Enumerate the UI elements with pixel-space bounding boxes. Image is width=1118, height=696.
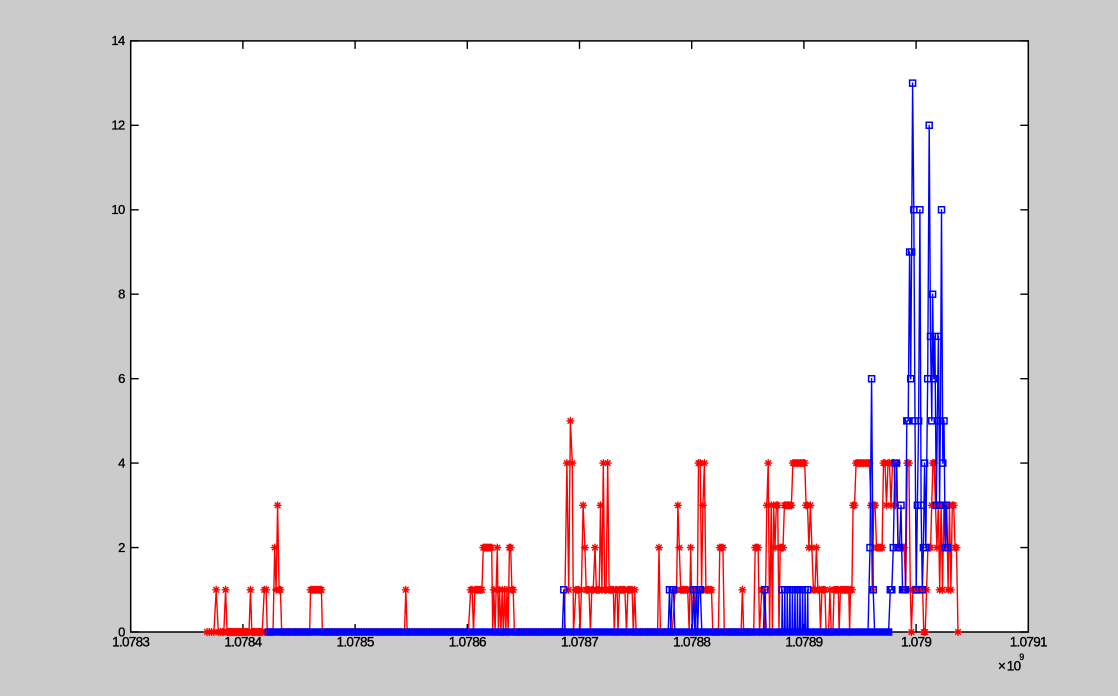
svg-text:14: 14 xyxy=(111,33,125,48)
svg-text:10: 10 xyxy=(111,202,125,217)
svg-text:10: 10 xyxy=(1007,658,1021,673)
svg-text:9: 9 xyxy=(1019,652,1024,662)
svg-text:1.0783: 1.0783 xyxy=(112,635,149,650)
svg-text:1.0786: 1.0786 xyxy=(449,635,486,650)
svg-text:×: × xyxy=(998,658,1006,673)
svg-text:12: 12 xyxy=(111,118,125,133)
svg-text:1.0785: 1.0785 xyxy=(337,635,374,650)
svg-text:1.0789: 1.0789 xyxy=(785,635,822,650)
svg-text:6: 6 xyxy=(118,371,125,386)
svg-text:4: 4 xyxy=(118,455,125,470)
svg-text:1.0787: 1.0787 xyxy=(561,635,598,650)
svg-text:1.0791: 1.0791 xyxy=(1010,635,1047,650)
svg-text:1.0784: 1.0784 xyxy=(224,635,262,650)
svg-text:2: 2 xyxy=(118,540,125,555)
svg-text:0: 0 xyxy=(118,624,125,639)
svg-text:1.0788: 1.0788 xyxy=(673,635,710,650)
svg-text:8: 8 xyxy=(118,287,125,302)
svg-text:1.079: 1.079 xyxy=(901,635,931,650)
